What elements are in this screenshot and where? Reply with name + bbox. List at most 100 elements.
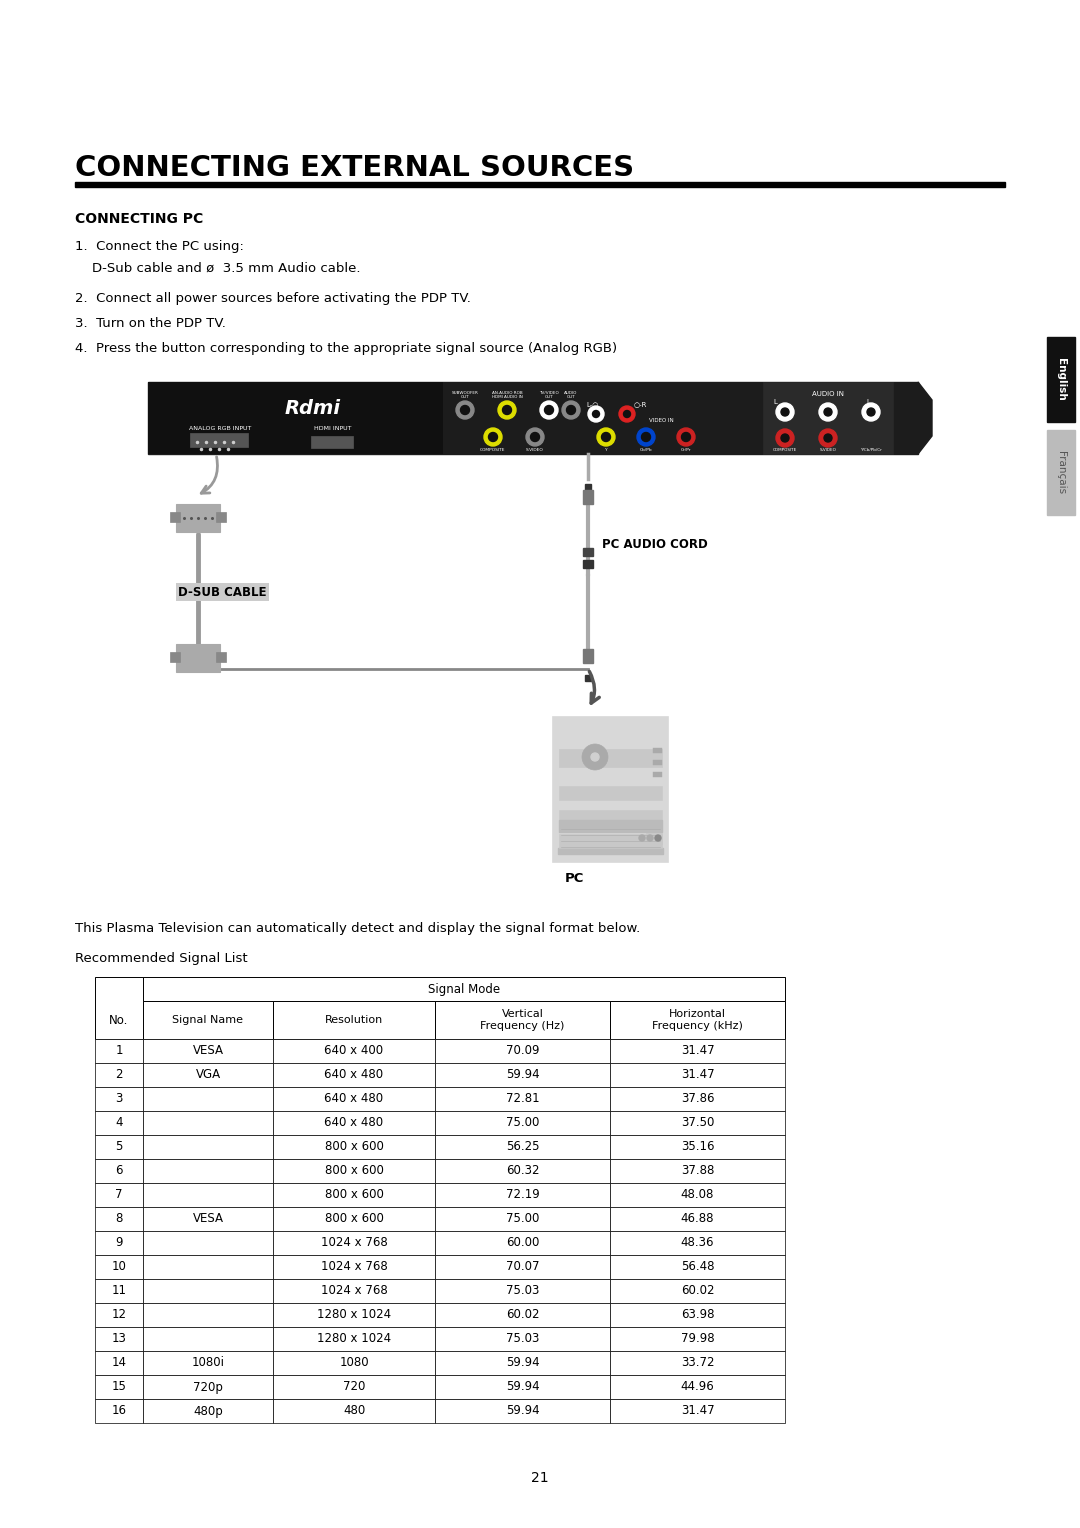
Bar [216, 512, 226, 523]
Circle shape [597, 428, 615, 446]
Bar [273, 1400, 435, 1423]
Text: 56.25: 56.25 [505, 1140, 539, 1154]
Text: 3.  Turn on the PDP TV.: 3. Turn on the PDP TV. [75, 316, 226, 330]
Text: 44.96: 44.96 [680, 1380, 714, 1394]
Bar [95, 1086, 143, 1111]
Bar [762, 382, 893, 454]
Circle shape [562, 400, 580, 419]
Bar [95, 1400, 143, 1423]
Bar [646, 830, 662, 843]
Bar [143, 1039, 273, 1063]
Bar [95, 1039, 143, 1063]
Bar [95, 1375, 143, 1400]
Text: Cb/Pb: Cb/Pb [639, 448, 652, 452]
Bar [583, 549, 593, 556]
Circle shape [647, 834, 653, 840]
Bar [148, 382, 918, 454]
Text: Horizontal
Frequency (kHz): Horizontal Frequency (kHz) [652, 1008, 743, 1031]
Text: 1: 1 [116, 1045, 123, 1057]
Bar [143, 1183, 273, 1207]
Bar [610, 1086, 785, 1111]
Text: 79.98: 79.98 [680, 1332, 714, 1346]
Text: 720p: 720p [193, 1380, 222, 1394]
Bar [559, 834, 662, 848]
Bar [143, 1232, 273, 1254]
Text: 37.88: 37.88 [680, 1164, 714, 1178]
Bar [148, 382, 443, 454]
Bar [273, 1254, 435, 1279]
Circle shape [540, 400, 558, 419]
Text: Vertical
Frequency (Hz): Vertical Frequency (Hz) [481, 1008, 565, 1031]
Bar [176, 643, 220, 672]
Bar [610, 1183, 785, 1207]
Bar [273, 1086, 435, 1111]
Text: 46.88: 46.88 [680, 1213, 714, 1225]
Bar [559, 785, 662, 801]
Bar [95, 1207, 143, 1232]
Text: Français: Français [1056, 451, 1066, 494]
Text: ○-R: ○-R [634, 400, 647, 406]
Text: VESA: VESA [192, 1213, 224, 1225]
Text: 480: 480 [342, 1404, 365, 1418]
Bar [75, 182, 1005, 186]
Bar [1047, 429, 1075, 515]
Text: AN.AUDIO ROB
HDMI AUDIO IN: AN.AUDIO ROB HDMI AUDIO IN [491, 391, 523, 399]
Bar [559, 810, 662, 824]
Text: 800 x 600: 800 x 600 [325, 1140, 383, 1154]
Circle shape [544, 405, 554, 414]
Text: 31.47: 31.47 [680, 1404, 714, 1418]
Circle shape [602, 432, 610, 442]
Text: 1024 x 768: 1024 x 768 [321, 1261, 388, 1273]
Text: 60.02: 60.02 [505, 1308, 539, 1322]
Text: 640 x 480: 640 x 480 [324, 1068, 383, 1082]
Text: 2: 2 [116, 1068, 123, 1082]
Bar [273, 1351, 435, 1375]
Text: L: L [866, 399, 869, 405]
Circle shape [824, 434, 832, 442]
Bar [143, 1375, 273, 1400]
Circle shape [488, 432, 498, 442]
Text: AUDIO
OUT: AUDIO OUT [565, 391, 578, 399]
Bar [435, 1279, 610, 1303]
Bar [1047, 338, 1075, 422]
Circle shape [824, 408, 832, 416]
Bar [95, 1063, 143, 1086]
Circle shape [777, 403, 794, 422]
Bar [610, 1135, 785, 1160]
Circle shape [460, 405, 470, 414]
Text: English: English [1056, 358, 1066, 400]
Text: 800 x 600: 800 x 600 [325, 1213, 383, 1225]
Bar [435, 1303, 610, 1326]
Text: S-VIDEO: S-VIDEO [820, 448, 836, 452]
Bar [610, 1351, 785, 1375]
Text: 35.16: 35.16 [680, 1140, 714, 1154]
Text: VIDEO IN: VIDEO IN [649, 417, 673, 423]
Circle shape [567, 405, 576, 414]
Circle shape [588, 406, 604, 422]
Circle shape [530, 432, 540, 442]
Text: 720: 720 [342, 1380, 365, 1394]
Bar [143, 976, 785, 1001]
Text: 1280 x 1024: 1280 x 1024 [316, 1332, 391, 1346]
Text: 21: 21 [531, 1471, 549, 1485]
Bar [273, 1326, 435, 1351]
Text: Rdmi: Rdmi [285, 399, 341, 417]
Bar [610, 1279, 785, 1303]
Text: COMPOSITE: COMPOSITE [773, 448, 797, 452]
Circle shape [593, 411, 599, 417]
Bar [143, 1111, 273, 1135]
Bar [610, 1375, 785, 1400]
Text: 1024 x 768: 1024 x 768 [321, 1236, 388, 1250]
Bar [190, 432, 248, 448]
Bar [558, 848, 663, 854]
Text: 72.19: 72.19 [505, 1189, 539, 1201]
Bar [273, 1303, 435, 1326]
Text: 59.94: 59.94 [505, 1068, 539, 1082]
Text: 31.47: 31.47 [680, 1068, 714, 1082]
Bar [435, 1086, 610, 1111]
Text: Recommended Signal List: Recommended Signal List [75, 952, 247, 966]
Text: CONNECTING EXTERNAL SOURCES: CONNECTING EXTERNAL SOURCES [75, 154, 634, 182]
Circle shape [502, 405, 512, 414]
Bar [435, 1063, 610, 1086]
Bar [559, 821, 662, 833]
